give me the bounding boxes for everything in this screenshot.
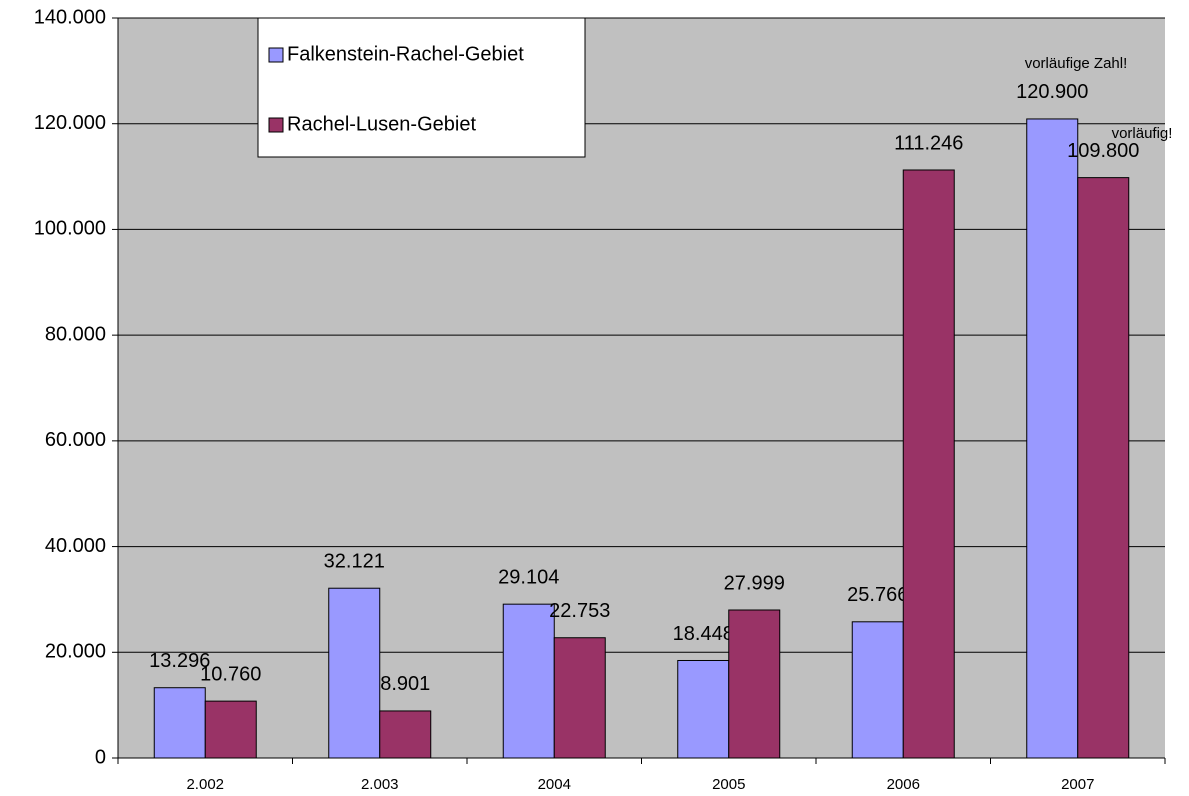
x-tick-label: 2006 — [887, 776, 920, 793]
annotation: vorläufige Zahl! — [1025, 55, 1128, 72]
annotation: vorläufig! — [1112, 125, 1173, 142]
bar — [153, 687, 206, 759]
value-label: 111.246 — [894, 132, 963, 154]
bar — [379, 710, 432, 759]
bar — [502, 603, 555, 759]
bar — [728, 609, 781, 759]
x-tick-label: 2.003 — [361, 776, 399, 793]
y-tick-label: 140.000 — [34, 6, 106, 28]
bar — [204, 700, 257, 759]
value-label: 10.760 — [200, 663, 261, 685]
y-tick-label: 20.000 — [45, 641, 106, 663]
y-tick-label: 40.000 — [45, 535, 106, 557]
legend-label: Rachel-Lusen-Gebiet — [287, 113, 476, 135]
bar — [1026, 118, 1079, 759]
x-tick-label: 2005 — [712, 776, 745, 793]
legend-swatch — [268, 47, 284, 63]
value-label: 27.999 — [724, 572, 785, 594]
bar — [851, 621, 904, 759]
bar — [1077, 177, 1130, 759]
x-tick-label: 2007 — [1061, 776, 1094, 793]
legend-swatch — [268, 117, 284, 133]
bar — [553, 637, 606, 759]
y-tick-label: 80.000 — [45, 323, 106, 345]
legend-box — [257, 17, 586, 158]
value-label: 8.901 — [380, 673, 430, 695]
y-tick-label: 100.000 — [34, 218, 106, 240]
bar — [677, 659, 730, 759]
value-label: 109.800 — [1067, 140, 1139, 162]
y-tick-label: 0 — [95, 746, 106, 768]
x-tick-label: 2.002 — [186, 776, 224, 793]
y-tick-label: 120.000 — [34, 112, 106, 134]
y-tick-label: 60.000 — [45, 429, 106, 451]
value-label: 120.900 — [1016, 81, 1088, 103]
value-label: 22.753 — [549, 600, 610, 622]
value-label: 32.121 — [324, 550, 385, 572]
value-label: 13.296 — [149, 650, 210, 672]
bar — [902, 169, 955, 759]
x-tick-label: 2004 — [538, 776, 571, 793]
legend-label: Falkenstein-Rachel-Gebiet — [287, 43, 524, 65]
value-label: 25.766 — [847, 584, 908, 606]
value-label: 18.448 — [673, 623, 734, 645]
bar — [328, 587, 381, 759]
value-label: 29.104 — [498, 566, 559, 588]
